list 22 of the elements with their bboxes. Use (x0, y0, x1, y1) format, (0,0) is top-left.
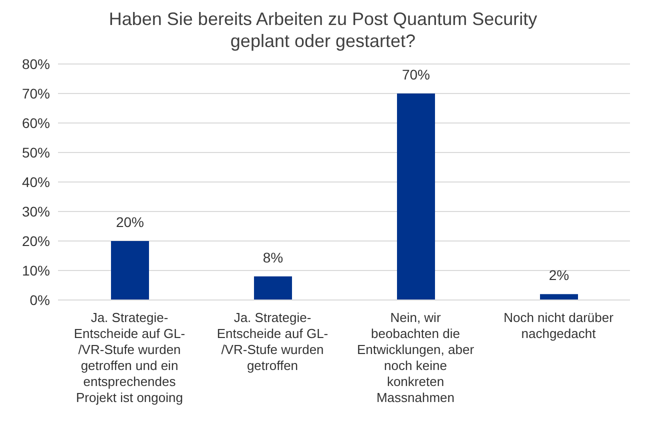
bar (254, 276, 292, 300)
data-label: 2% (548, 267, 570, 284)
bar (111, 241, 149, 300)
y-tick-label: 40% (22, 174, 50, 190)
chart-title: Haben Sie bereits Arbeiten zu Post Quantum Security geplant oder gestartet? (108, 8, 538, 52)
y-tick-label: 10% (22, 262, 50, 278)
y-tick-label: 50% (22, 144, 50, 160)
data-label: 20% (116, 214, 144, 230)
data-label: 8% (262, 249, 284, 266)
y-tick-label: 30% (22, 203, 50, 220)
x-tick-label: Ja. Strategie-Entscheide auf GL-/VR-Stufe wurden getroffen (216, 310, 328, 373)
x-tick-label: Noch nicht darüber nachgedacht (504, 310, 614, 341)
bar (540, 294, 578, 300)
y-tick-label: 70% (22, 85, 50, 102)
y-tick-label: 80% (22, 56, 50, 72)
y-tick-label: 20% (22, 232, 50, 249)
x-tick-label: Ja. Strategie-Entscheide auf GL-/VR-Stufe wurden getroffen und ein entsprechendes Projekt ist ongoing (74, 310, 186, 405)
y-tick-label: 0% (30, 292, 50, 308)
x-tick-label: Nein, wir beobachten die Entwicklungen, aber noch keine konkreten Massnahmen (356, 310, 475, 405)
bar (397, 94, 435, 300)
y-tick-label: 60% (22, 114, 50, 131)
data-label: 70% (402, 66, 430, 82)
